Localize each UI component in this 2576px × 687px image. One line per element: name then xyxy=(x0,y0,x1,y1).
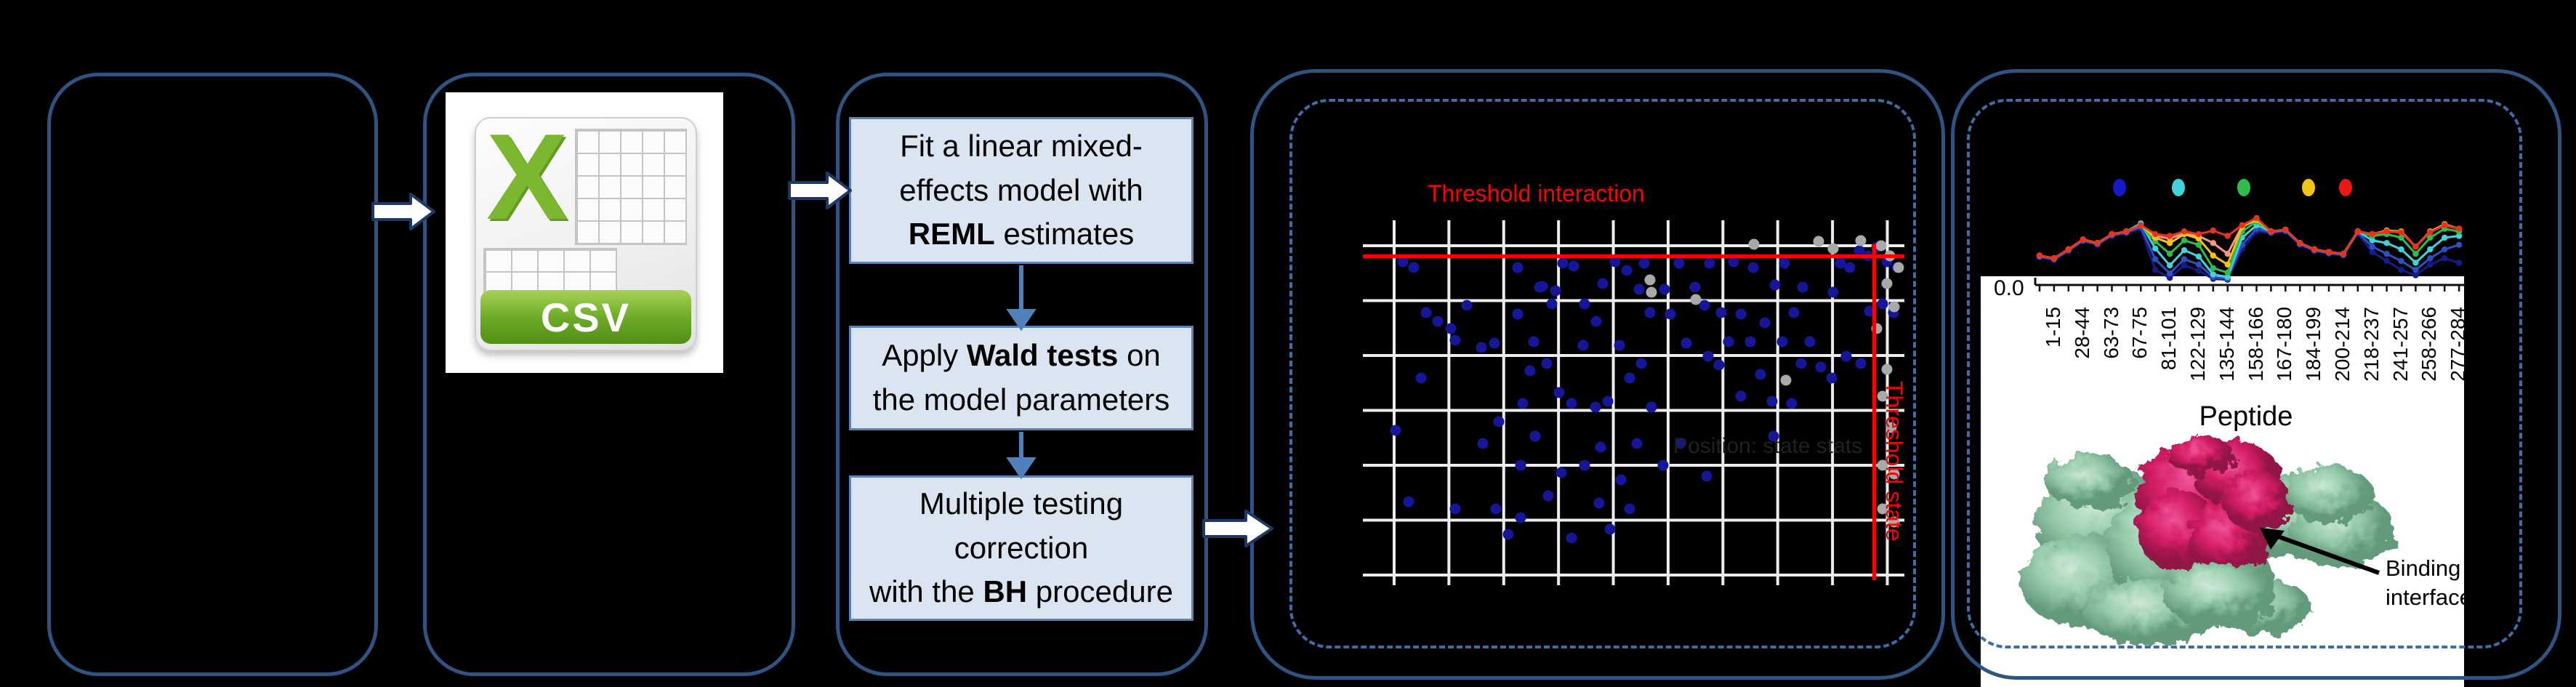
flow-step-text-line: correction xyxy=(954,530,1089,565)
flow-step-text-line: REML estimates xyxy=(908,217,1135,252)
peptide-axis xyxy=(2034,278,2464,292)
y-axis-tick-label: 0.0 xyxy=(1994,276,2024,300)
threshold-interaction-line xyxy=(1363,254,1904,258)
csv-file-image: X CSV xyxy=(446,92,723,373)
scatter-plot-grid xyxy=(1363,220,1904,585)
excel-x-icon: X xyxy=(486,117,568,245)
panel-5-dashed xyxy=(1967,99,2522,648)
flow-step-text-line: Fit a linear mixed- xyxy=(900,128,1143,163)
panel-5-outer xyxy=(1951,69,2561,680)
threshold-interaction-label: Threshold interaction xyxy=(1428,180,1645,206)
flow-step-text-line: the model parameters xyxy=(872,382,1170,417)
results-figure-image: 0.0 1-15 28-44 63-73 67-75 81-101 122-129 135-… xyxy=(1981,276,2464,687)
flow-step-bh-correction: Multiple testing correction with the BH pr… xyxy=(849,475,1194,621)
scatter-plot-points xyxy=(1390,235,1904,544)
panel-1-empty xyxy=(47,73,378,676)
x-axis-title: Peptide xyxy=(2199,401,2293,432)
csv-banner-label: CSV xyxy=(480,290,691,344)
panel-4-outer xyxy=(1250,69,1945,680)
spreadsheet-grid-icon xyxy=(575,129,687,245)
threshold-state-line xyxy=(1872,244,1876,580)
panel-4-dashed xyxy=(1289,99,1916,648)
protein-structure-image xyxy=(2020,436,2395,646)
binding-interface-line1: Binding xyxy=(2386,555,2461,581)
protein-green-front-lobe xyxy=(2162,563,2279,627)
binding-interface-label: Binding interface xyxy=(2386,554,2464,612)
binding-interface-line2: interface xyxy=(2386,584,2464,610)
flow-step-text-line: Multiple testing xyxy=(919,486,1124,521)
csv-file-icon: X CSV xyxy=(475,117,697,351)
panel-3-stats-flow xyxy=(836,73,1208,676)
flow-step-text-line: with the BH procedure xyxy=(869,574,1173,609)
protein-binding-peptide-magenta xyxy=(2136,436,2290,574)
flow-step-fit-lmm: Fit a linear mixed-effects model with REM… xyxy=(849,117,1194,264)
panel-2-csv xyxy=(423,73,795,676)
flow-step-text-line: Apply Wald tests on xyxy=(882,338,1161,373)
faint-axis-text: Position: state stats xyxy=(1673,434,1863,458)
binding-interface-arrow xyxy=(2260,528,2380,575)
flow-step-text-line: effects model with xyxy=(899,172,1143,207)
deuterium-uptake-chart xyxy=(2036,179,2463,283)
